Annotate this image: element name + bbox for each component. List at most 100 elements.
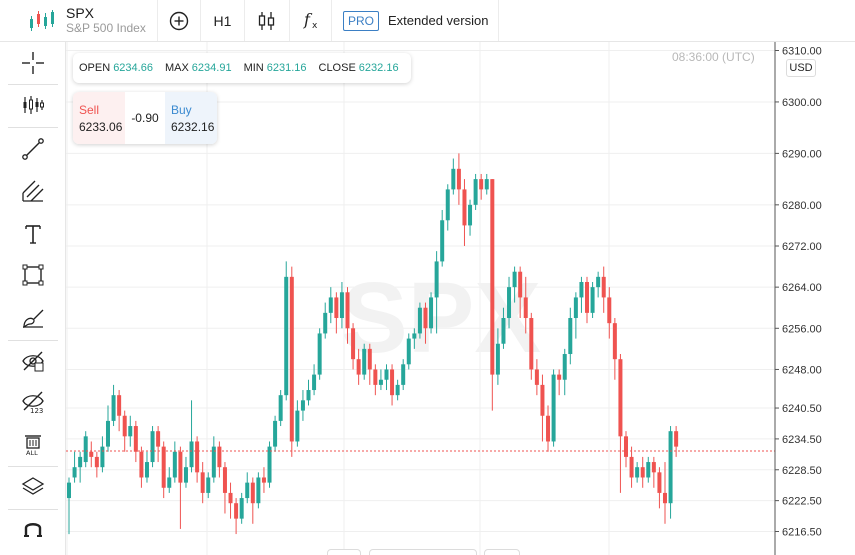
candle <box>100 436 105 473</box>
add-comparison-button[interactable] <box>158 0 201 41</box>
candle <box>156 426 161 463</box>
candle <box>395 379 400 401</box>
candle-body <box>67 482 71 499</box>
candle-body <box>674 431 679 447</box>
candle-body <box>128 426 133 437</box>
bottom-control[interactable] <box>484 549 520 555</box>
trend-line-tool[interactable] <box>0 129 66 169</box>
symbol-selector[interactable]: SPX S&P 500 Index <box>0 0 158 41</box>
candle-body <box>217 446 222 468</box>
candle-body <box>100 446 105 468</box>
crosshair-tool[interactable] <box>0 44 66 82</box>
candle-body <box>284 276 289 396</box>
candle-body <box>183 467 188 483</box>
brush-tool[interactable] <box>0 298 66 338</box>
rectangle-tool[interactable] <box>0 255 66 295</box>
candle <box>356 348 361 385</box>
candle-body <box>662 492 667 504</box>
trend-line-icon <box>22 138 44 160</box>
chart-type-button[interactable] <box>245 0 290 41</box>
grid <box>66 42 775 555</box>
text-tool[interactable] <box>0 214 66 254</box>
candle-body <box>334 297 339 319</box>
candle <box>133 420 138 463</box>
candle <box>512 266 517 303</box>
extended-version-button[interactable]: PRO Extended version <box>332 0 500 41</box>
candle-body <box>646 462 651 478</box>
indicators-tool[interactable] <box>0 86 66 124</box>
currency-button[interactable]: USD <box>786 59 816 77</box>
hide-drawings-tool[interactable] <box>0 341 66 381</box>
candles <box>67 153 679 535</box>
candle <box>412 328 417 349</box>
candle-body <box>456 168 461 190</box>
candle <box>456 153 461 205</box>
candle <box>78 451 83 483</box>
hide-values-tool[interactable]: 123 <box>0 382 66 422</box>
price-chart[interactable]: SPX 6310.006300.006290.006280.006272.006… <box>66 42 855 555</box>
candle <box>406 333 411 370</box>
price-axis[interactable]: 6310.00 6300.00 6290.00 6280.00 6272.00 6264.… <box>775 46 822 539</box>
layers-tool[interactable] <box>0 467 66 507</box>
candle <box>239 492 244 524</box>
candle-body <box>72 467 77 478</box>
candle <box>306 379 311 406</box>
candle <box>551 369 556 447</box>
sell-price: 6233.06 <box>79 120 123 134</box>
fib-tool[interactable] <box>0 171 66 211</box>
candle <box>662 462 667 524</box>
candle-body <box>356 359 361 375</box>
magnet-tool[interactable] <box>0 510 66 550</box>
candle <box>334 292 339 334</box>
trade-panel: Sell 6233.06 -0.90 Buy 6232.16 <box>73 92 217 144</box>
candle-body <box>601 276 606 298</box>
price-tick-label: 6234.50 <box>782 434 822 446</box>
candle-body <box>534 369 539 385</box>
plus-circle-icon <box>169 11 189 30</box>
candle <box>105 405 110 452</box>
candle <box>417 302 422 339</box>
timeframe-button[interactable]: H1 <box>201 0 245 41</box>
candle-body <box>300 400 305 411</box>
function-icon: f x <box>303 11 318 31</box>
candle <box>167 467 172 493</box>
min-label: MIN <box>243 62 264 74</box>
candle <box>668 426 673 519</box>
candle-body <box>195 441 200 473</box>
delete-all-tool[interactable]: ALL <box>0 424 66 464</box>
candle-body <box>557 374 562 380</box>
candle <box>618 354 623 493</box>
candle <box>490 179 495 411</box>
candle-body <box>250 482 255 504</box>
buy-label: Buy <box>171 103 192 117</box>
candle <box>289 266 294 457</box>
candle-body <box>640 467 645 478</box>
indicators-button[interactable]: f x <box>290 0 332 41</box>
candle <box>612 318 617 380</box>
svg-text:ALL: ALL <box>26 449 38 456</box>
candle-body <box>150 431 155 463</box>
candle-body <box>133 426 138 452</box>
max-label: MAX <box>164 62 189 74</box>
candle <box>640 456 645 488</box>
candle <box>228 482 233 519</box>
bottom-control[interactable] <box>369 549 477 555</box>
sell-button[interactable]: Sell 6233.06 <box>73 92 125 144</box>
candle-body <box>568 318 573 355</box>
candle <box>445 184 450 231</box>
bottom-control[interactable] <box>327 549 361 555</box>
candle-body <box>579 281 584 298</box>
buy-button[interactable]: Buy 6232.16 <box>165 92 217 144</box>
candle-body <box>351 328 356 360</box>
candle <box>273 415 278 452</box>
candle-body <box>607 297 612 324</box>
chart-time: 08:36:00 (UTC) <box>672 50 755 64</box>
svg-text:123: 123 <box>30 407 43 414</box>
candle <box>562 348 567 396</box>
magnet-icon <box>24 523 42 537</box>
candle-body <box>462 189 467 226</box>
candle-body <box>239 498 244 519</box>
candle <box>468 199 473 236</box>
price-tick-label: 6272.00 <box>782 241 822 253</box>
